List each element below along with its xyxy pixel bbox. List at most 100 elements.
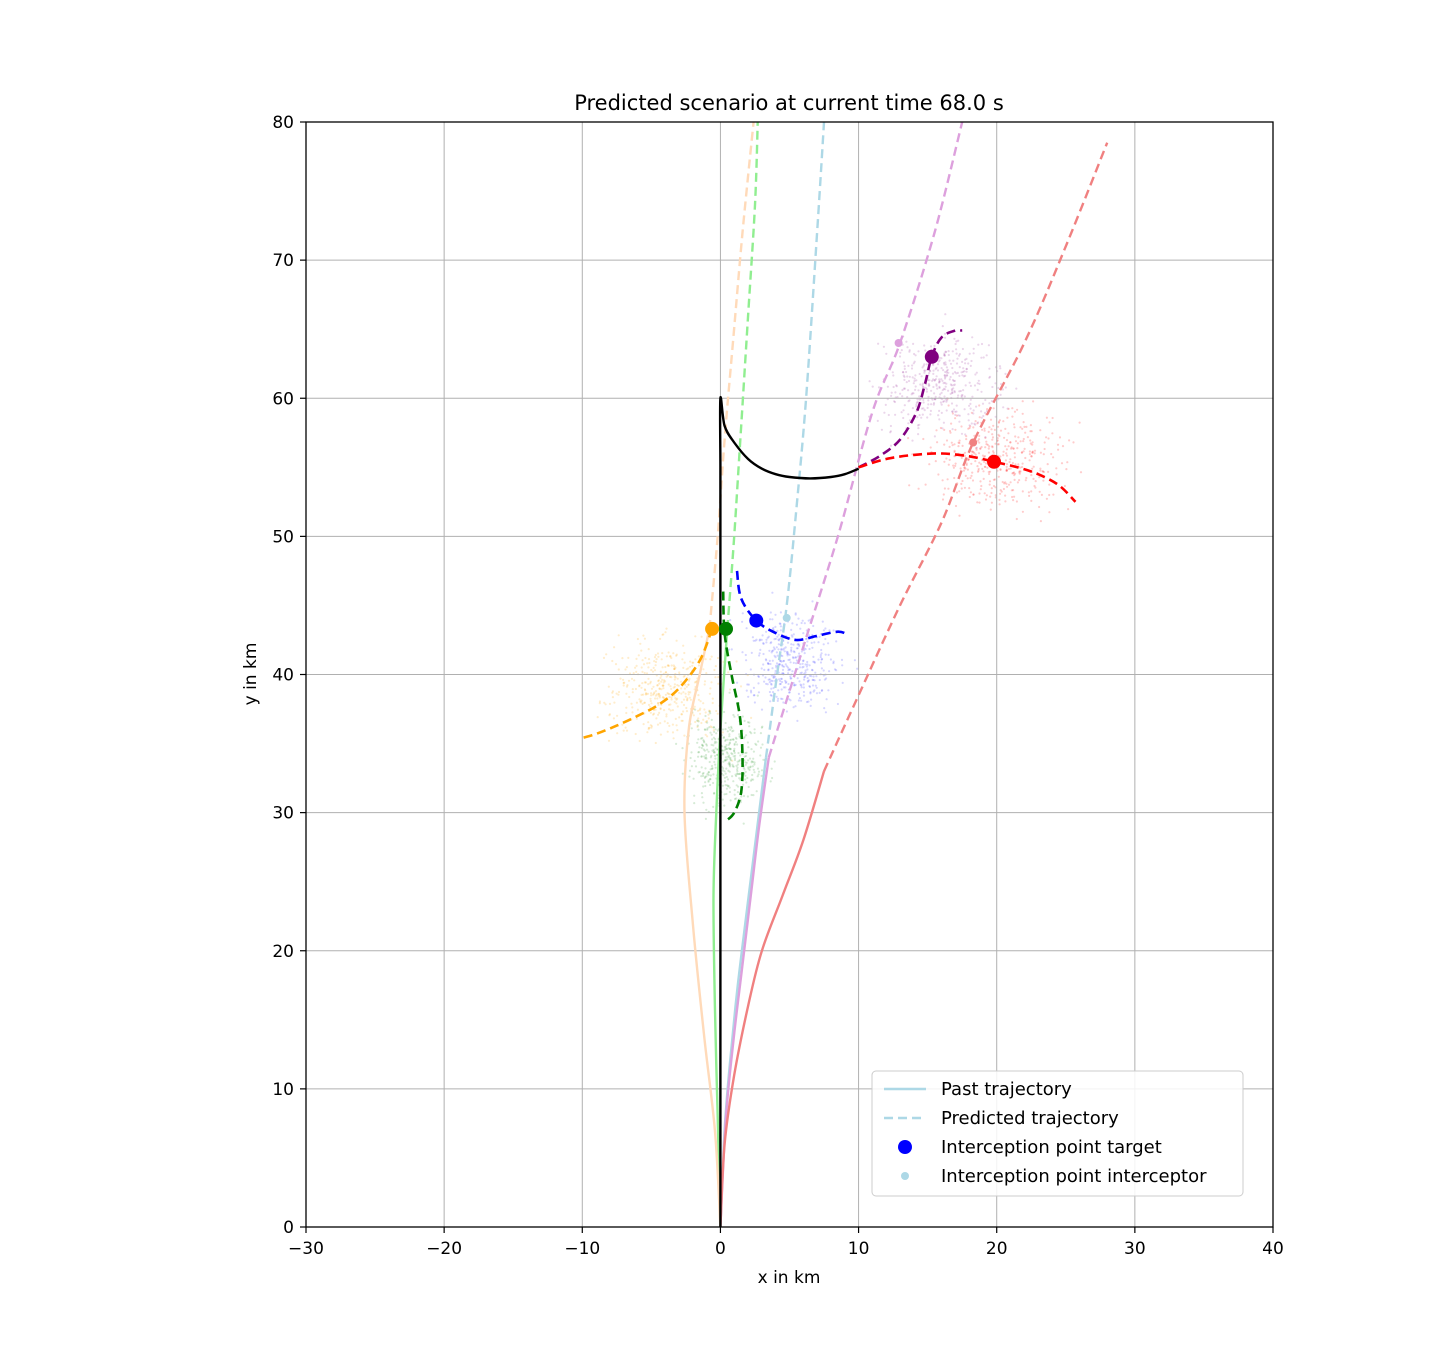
particle: [968, 495, 971, 499]
particle: [747, 766, 750, 769]
particle: [977, 467, 980, 470]
particle: [761, 634, 764, 637]
particle: [829, 658, 833, 661]
particle: [975, 448, 978, 451]
particle: [783, 647, 786, 650]
particle: [760, 769, 764, 772]
particle: [785, 710, 789, 713]
particle: [725, 792, 728, 796]
particle: [913, 360, 916, 363]
particle: [986, 408, 989, 411]
particle: [983, 429, 986, 432]
particle: [729, 758, 732, 761]
particle: [637, 654, 640, 657]
particle: [978, 404, 981, 407]
plum-interceptor: [719, 121, 964, 1228]
interception-point-target: [987, 454, 1001, 469]
particle: [925, 388, 929, 391]
particle: [998, 434, 1001, 438]
particle: [997, 443, 1000, 446]
particle: [1004, 445, 1007, 448]
particle: [983, 465, 987, 468]
particle: [675, 639, 678, 642]
particle: [702, 740, 706, 743]
particle: [705, 775, 708, 778]
particle: [649, 699, 652, 703]
particle: [726, 778, 730, 781]
particle: [657, 702, 660, 705]
particle: [733, 750, 736, 753]
particle: [767, 668, 770, 671]
particle: [993, 478, 997, 481]
particle: [989, 470, 992, 473]
particle: [746, 795, 750, 798]
particle: [903, 367, 906, 370]
particle: [827, 642, 830, 645]
particle: [657, 713, 660, 716]
particle: [603, 701, 606, 704]
particle: [1019, 470, 1022, 473]
particle: [682, 675, 685, 678]
particle: [815, 686, 818, 689]
predicted-trajectory: [735, 570, 848, 642]
particle: [997, 421, 1001, 424]
particle: [725, 751, 729, 754]
particle: [742, 766, 745, 770]
particle: [935, 366, 938, 369]
particle: [951, 391, 954, 395]
particle: [794, 705, 797, 708]
particle: [1030, 455, 1033, 458]
particle: [724, 728, 727, 731]
particle: [940, 357, 943, 360]
predicted-trajectory: [708, 121, 755, 630]
particle: [1038, 505, 1041, 509]
x-tick-label: 10: [848, 1239, 870, 1259]
particle: [882, 345, 886, 348]
particle: [970, 411, 974, 414]
particle: [806, 663, 809, 666]
particle: [934, 378, 938, 381]
particle: [638, 698, 641, 701]
particle: [800, 650, 804, 653]
particle: [661, 696, 664, 699]
particle: [654, 694, 658, 697]
particle: [948, 378, 951, 381]
particle: [654, 660, 658, 664]
particle: [807, 679, 811, 682]
particle: [965, 462, 968, 465]
particle: [721, 731, 725, 734]
particle: [709, 731, 712, 734]
particle: [660, 674, 663, 677]
particle: [697, 728, 700, 731]
blue-target: [735, 570, 848, 642]
particle: [737, 751, 740, 755]
particle: [1017, 463, 1020, 466]
particle: [738, 760, 741, 763]
particle: [827, 689, 830, 692]
particle: [893, 400, 897, 404]
particle: [912, 382, 915, 385]
particle: [891, 371, 894, 374]
particle: [645, 693, 648, 696]
particle: [907, 422, 910, 425]
particle: [911, 453, 914, 456]
particle: [871, 385, 874, 388]
particle: [803, 622, 806, 625]
particle: [780, 648, 783, 652]
particle: [810, 668, 814, 672]
particle: [979, 447, 982, 450]
particle: [950, 422, 953, 425]
particle: [1026, 436, 1029, 439]
particle: [756, 775, 759, 778]
particle: [1028, 459, 1031, 462]
particle: [989, 418, 993, 421]
particle: [760, 708, 764, 711]
particle: [1005, 465, 1008, 468]
particle: [972, 493, 975, 496]
particle: [1034, 480, 1037, 483]
particle: [802, 665, 805, 668]
particle: [757, 770, 761, 773]
particle: [1012, 423, 1016, 426]
particle: [657, 655, 660, 658]
